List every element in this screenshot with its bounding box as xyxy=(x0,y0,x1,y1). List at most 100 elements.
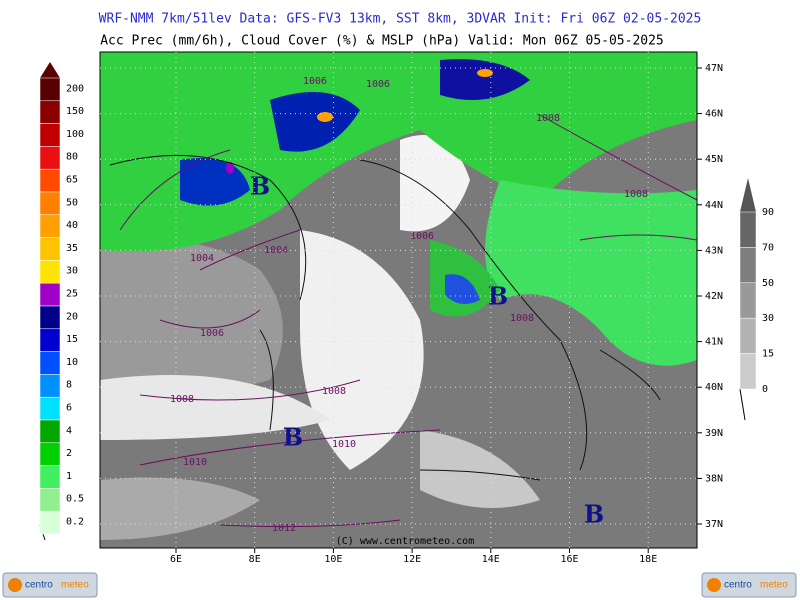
legend-swatch xyxy=(39,168,61,193)
legend-label: 30 xyxy=(762,313,774,324)
legend-label: 15 xyxy=(762,349,774,360)
legend-label: 90 xyxy=(762,207,774,218)
legend-swatch xyxy=(739,247,757,284)
low-marker: B xyxy=(250,172,270,201)
isobar-label: 1004 xyxy=(264,245,288,256)
lat-label: 39N xyxy=(705,428,723,439)
legend-label: 150 xyxy=(66,106,84,117)
low-marker: B xyxy=(488,282,508,311)
legend-label: 100 xyxy=(66,129,84,140)
isobar-label: 1008 xyxy=(624,189,648,200)
legend-swatch xyxy=(39,305,61,330)
legend-swatch xyxy=(39,191,61,216)
lat-label: 42N xyxy=(705,291,723,302)
lat-label: 43N xyxy=(705,245,723,256)
lat-label: 44N xyxy=(705,200,723,211)
lon-label: 18E xyxy=(639,554,657,565)
legend-swatch xyxy=(39,260,61,284)
legend-swatch xyxy=(39,465,61,489)
isobar-label: 1010 xyxy=(332,439,356,450)
legend-label: 0.2 xyxy=(66,516,84,527)
lat-label: 47N xyxy=(705,63,723,74)
legend-label: 25 xyxy=(66,288,78,299)
map xyxy=(100,52,697,548)
lat-label: 46N xyxy=(705,109,723,120)
lon-label: 12E xyxy=(403,554,421,565)
header-line1: WRF-NMM 7km/51lev Data: GFS-FV3 13km, SS… xyxy=(99,12,702,27)
legend-swatch xyxy=(39,351,61,375)
lat-label: 40N xyxy=(705,382,723,393)
logo-text: meteo xyxy=(760,580,788,591)
copyright: (C) www.centrometeo.com xyxy=(336,536,474,547)
header-line2: Acc Prec (mm/6h), Cloud Cover (%) & MSLP… xyxy=(100,34,664,49)
lat-label: 45N xyxy=(705,154,723,165)
legend-label: 50 xyxy=(762,278,774,289)
legend-swatch xyxy=(39,328,61,352)
legend-label: 65 xyxy=(66,174,78,185)
low-marker: B xyxy=(584,500,604,529)
lon-label: 8E xyxy=(249,554,261,565)
isobar-label: 1008 xyxy=(322,386,346,397)
legend-arrow xyxy=(40,62,60,78)
map-frame xyxy=(99,51,698,549)
legend-swatch xyxy=(39,123,61,147)
legend-label: 40 xyxy=(66,220,78,231)
lat-label: 37N xyxy=(705,519,723,530)
lat-label: 38N xyxy=(705,473,723,484)
legend-label: 80 xyxy=(66,152,78,163)
isobar-label: 1008 xyxy=(536,113,560,124)
legend-swatch xyxy=(39,214,61,238)
legend-label: 0.5 xyxy=(66,494,84,505)
legend-swatch xyxy=(39,442,61,466)
legend-label: 50 xyxy=(66,197,78,208)
legend-swatch xyxy=(39,77,61,102)
lon-label: 16E xyxy=(560,554,578,565)
legend-swatch xyxy=(739,317,757,354)
lon-label: 14E xyxy=(482,554,500,565)
legend-swatch xyxy=(39,488,61,512)
legend-swatch xyxy=(739,211,757,248)
legend-label: 0 xyxy=(762,384,768,395)
logo-right: centro meteo xyxy=(701,572,797,598)
low-marker: B xyxy=(283,423,303,452)
legend-swatch xyxy=(39,419,61,444)
legend-swatch xyxy=(739,282,757,319)
lat-label: 41N xyxy=(705,337,723,348)
isobar-label: 1006 xyxy=(410,231,434,242)
legend-label: 35 xyxy=(66,243,78,254)
legend-swatch xyxy=(39,510,61,535)
legend-swatch xyxy=(39,100,61,124)
logo-text: centro xyxy=(25,580,53,591)
legend-label: 6 xyxy=(66,402,72,413)
legend-swatch xyxy=(39,396,61,421)
legend-label: 30 xyxy=(66,266,78,277)
legend-tail xyxy=(739,388,746,421)
legend-swatch xyxy=(39,237,61,261)
isobar-label: 1008 xyxy=(510,313,534,324)
isobar-label: 1012 xyxy=(272,523,296,534)
isobar-label: 1006 xyxy=(200,328,224,339)
legend-label: 8 xyxy=(66,380,72,391)
isobar-label: 1006 xyxy=(303,76,327,87)
legend-label: 10 xyxy=(66,357,78,368)
legend-label: 70 xyxy=(762,242,774,253)
isobar-labels: 1006 1006 1008 1008 1006 1004 1004 1006 … xyxy=(170,76,648,534)
legend-label: 15 xyxy=(66,334,78,345)
legend-label: 4 xyxy=(66,425,72,436)
isobar-label: 1004 xyxy=(190,253,214,264)
legend-swatch xyxy=(739,353,757,390)
isobar-label: 1010 xyxy=(183,457,207,468)
legend-label: 200 xyxy=(66,83,84,94)
logo-left: centro meteo xyxy=(2,572,98,598)
legend-arrow xyxy=(740,178,756,212)
legend-swatch xyxy=(39,282,61,307)
isobar-label: 1006 xyxy=(366,79,390,90)
lon-label: 6E xyxy=(170,554,182,565)
lon-label: 10E xyxy=(324,554,342,565)
legend-label: 2 xyxy=(66,448,72,459)
legend-label: 20 xyxy=(66,311,78,322)
legend-swatch xyxy=(39,374,61,398)
legend-swatch xyxy=(39,146,61,170)
isobar-label: 1008 xyxy=(170,394,194,405)
